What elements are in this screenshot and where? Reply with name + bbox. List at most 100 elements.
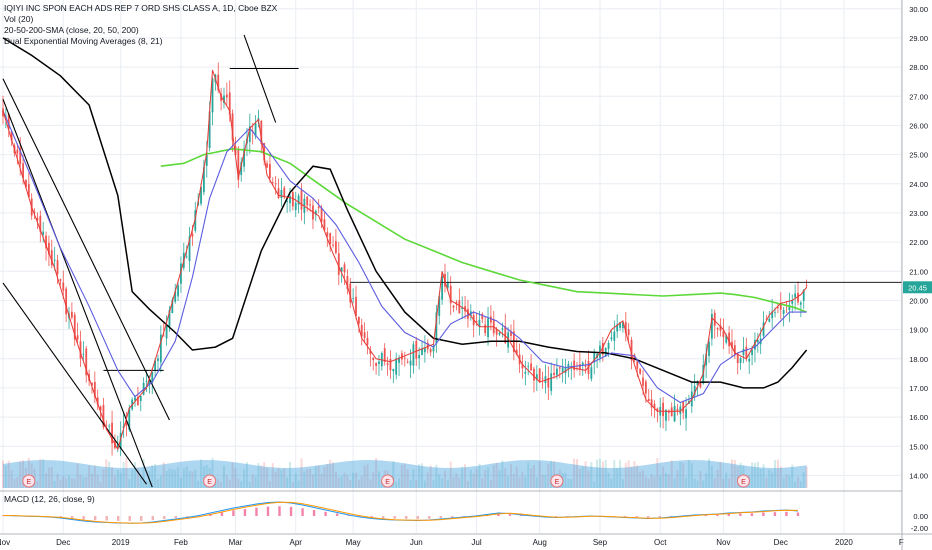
volume-bar — [85, 477, 88, 488]
symbol-title[interactable]: IQIYI INC SPON EACH ADS REP 7 ORD SHS CL… — [4, 3, 278, 13]
candle-body — [165, 325, 168, 339]
sma-study-label[interactable]: 20-50-200-SMA (close, 20, 50, 200) — [4, 25, 139, 35]
macd-histogram-bar — [520, 515, 523, 516]
candle-body — [423, 347, 426, 353]
macd-histogram-bar — [151, 516, 154, 521]
candle-body — [481, 314, 484, 320]
volume-bar — [343, 472, 346, 488]
candle-body — [383, 348, 386, 363]
candle-body — [19, 147, 22, 165]
volume-bar — [128, 479, 131, 488]
volume-bar — [596, 459, 599, 488]
volume-bar — [283, 468, 286, 488]
volume-bar — [220, 481, 223, 488]
macd-histogram-bar — [220, 512, 224, 516]
candle-body — [180, 263, 182, 284]
y-tick-label: 24.00 — [909, 180, 928, 189]
candle-body — [541, 378, 544, 380]
candle-body — [191, 233, 194, 237]
macd-histogram-bar — [174, 516, 178, 519]
volume-bar — [277, 467, 280, 488]
volume-bar — [662, 466, 665, 488]
volume-bar — [222, 465, 225, 488]
volume-bar — [297, 480, 300, 488]
candle-body — [70, 311, 73, 318]
volume-bar — [443, 470, 446, 488]
candle-body — [538, 368, 541, 382]
volume-bar — [274, 472, 277, 488]
volume-bar — [119, 472, 122, 488]
candle-body — [269, 164, 271, 179]
macd-histogram-bar — [140, 516, 143, 521]
candle-body — [713, 312, 716, 326]
candle-body — [728, 332, 731, 347]
candle-body — [148, 379, 151, 385]
volume-bar — [108, 461, 111, 488]
volume-bar — [705, 472, 708, 488]
volume-bar — [719, 461, 722, 488]
volume-bar — [590, 462, 593, 488]
candle-body — [349, 283, 352, 303]
volume-bar — [676, 470, 679, 488]
volume-bar — [73, 478, 76, 488]
volume-bar — [406, 469, 409, 488]
volume-bar — [188, 471, 191, 488]
volume-bar — [337, 477, 340, 488]
volume-bar — [136, 468, 139, 488]
volume-bar — [446, 479, 449, 488]
chart-grid — [0, 0, 902, 533]
macd-histogram-bar — [508, 514, 512, 516]
candle-body — [774, 312, 776, 314]
volume-bar — [429, 465, 432, 488]
volume-bar — [300, 458, 303, 488]
candle-body — [151, 372, 154, 383]
candle-body — [501, 328, 504, 330]
candle-body — [768, 318, 771, 322]
candle-body — [449, 285, 452, 304]
macd-histogram-bar — [635, 516, 638, 518]
volume-bar — [774, 460, 777, 488]
volume-bar — [659, 475, 662, 488]
volume-bar — [50, 466, 53, 488]
candle-body — [228, 92, 231, 115]
candle-body — [736, 353, 739, 364]
macd-histogram-bar — [128, 516, 131, 522]
volume-bar — [62, 475, 65, 488]
volume-bar — [765, 477, 768, 488]
macd-histogram-bar — [163, 516, 166, 520]
candle-body — [590, 367, 593, 379]
volume-bar — [352, 472, 355, 488]
macd-histogram-bar — [186, 516, 189, 518]
earnings-event-label: E — [741, 479, 746, 486]
y-tick-label: 20.00 — [909, 296, 928, 305]
x-tick-label: Oct — [654, 538, 667, 547]
volume-bar — [756, 461, 759, 488]
candle-body — [739, 358, 742, 363]
macd-study-label[interactable]: MACD (12, 26, close, 9) — [4, 494, 95, 504]
candle-body — [53, 259, 56, 261]
candle-body — [22, 163, 24, 179]
macd-histogram-bar — [105, 516, 108, 521]
candle-body — [360, 324, 363, 337]
candle-body — [581, 362, 584, 366]
candle-body — [366, 338, 369, 345]
candle-body — [289, 196, 291, 204]
volume-bar — [621, 479, 624, 488]
candle-body — [779, 304, 782, 310]
macd-histogram-bar — [554, 516, 558, 518]
candle-body — [510, 331, 512, 336]
volume-bar — [88, 465, 91, 488]
volume-bar — [716, 469, 719, 488]
candle-body — [705, 353, 708, 366]
volume-bar — [791, 464, 794, 488]
earnings-event-icon — [381, 474, 395, 488]
candle-body — [45, 235, 47, 249]
macd-histogram-bar — [347, 515, 350, 516]
candle-body — [340, 267, 343, 272]
ema-study-label[interactable]: Dual Exponential Moving Averages (8, 21) — [4, 36, 163, 46]
volume-bar — [291, 481, 294, 488]
candle-body — [498, 332, 501, 335]
volume-study-label[interactable]: Vol (20) — [4, 14, 34, 24]
volume-bar — [788, 475, 791, 488]
